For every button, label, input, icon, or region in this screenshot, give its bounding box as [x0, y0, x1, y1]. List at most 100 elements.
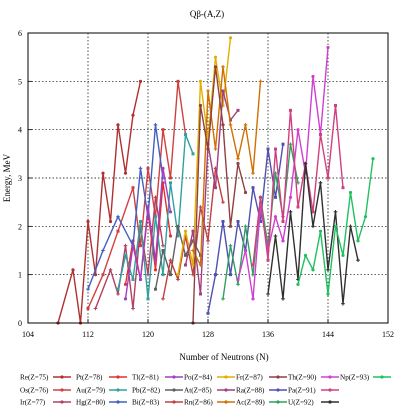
- data-point: [123, 171, 128, 175]
- data-point: [266, 258, 270, 262]
- data-point: [333, 210, 338, 214]
- data-point: [348, 224, 353, 229]
- data-point: [176, 273, 180, 277]
- data-point: [289, 108, 292, 112]
- data-point: [229, 273, 232, 277]
- data-point: [281, 239, 285, 243]
- data-point: [236, 282, 240, 287]
- series-Au(Z=79): [116, 133, 195, 301]
- legend-marker: [60, 375, 64, 379]
- data-point: [198, 103, 203, 108]
- legend-item: Os(Z=76): [20, 387, 71, 395]
- legend-label: Hg(Z=80): [76, 399, 106, 407]
- legend: Re(Z=75) Os(Z=76) Ir(Z=77) Pt(Z=78) Au(Z=79)…: [20, 374, 391, 407]
- series-line: [192, 66, 262, 266]
- data-point: [116, 287, 120, 291]
- legend-marker: [172, 400, 176, 404]
- x-tick-label: 112: [82, 330, 94, 339]
- data-point: [191, 152, 195, 156]
- data-point: [206, 147, 210, 151]
- data-point: [124, 253, 127, 257]
- data-point: [236, 156, 240, 161]
- legend-label: At(Z=85): [184, 387, 212, 395]
- legend-marker: [116, 388, 120, 392]
- data-point: [266, 292, 270, 296]
- data-point: [131, 244, 135, 248]
- y-tick-label: 0: [18, 319, 22, 328]
- data-point: [139, 220, 142, 223]
- data-point: [213, 147, 218, 151]
- data-point: [221, 65, 225, 69]
- data-point: [206, 89, 210, 93]
- data-point: [153, 268, 158, 272]
- legend-item: At(Z=85): [184, 387, 235, 395]
- x-tick-label: 128: [202, 330, 214, 339]
- data-point: [341, 253, 345, 257]
- data-point: [296, 128, 300, 132]
- series-line: [87, 124, 164, 290]
- data-point: [221, 123, 225, 127]
- data-point: [326, 45, 330, 50]
- data-point: [371, 157, 375, 161]
- data-point: [243, 248, 248, 253]
- data-point: [311, 210, 315, 214]
- legend-item: Th(Z=90): [288, 374, 339, 382]
- legend-item: Fr(Z=87): [236, 374, 287, 382]
- data-point: [93, 306, 98, 311]
- data-point: [214, 273, 217, 277]
- data-point: [236, 108, 240, 112]
- legend-label: Po(Z=84): [184, 374, 213, 382]
- data-point: [161, 166, 165, 170]
- data-point: [303, 161, 308, 166]
- data-point: [131, 278, 135, 281]
- data-point: [221, 89, 225, 93]
- data-point: [206, 239, 210, 243]
- y-tick-label: 2: [18, 222, 22, 231]
- legend-marker: [116, 375, 120, 379]
- data-point: [251, 297, 255, 301]
- series-Pa(Z=91): [251, 104, 345, 267]
- data-point: [169, 176, 172, 180]
- legend-marker: [276, 400, 280, 404]
- series-Re(Z=75): [56, 79, 143, 325]
- y-tick-label: 4: [18, 126, 22, 135]
- legend-item: Ra(Z=88): [236, 387, 287, 395]
- data-point: [228, 224, 233, 228]
- legend-marker: [60, 388, 64, 392]
- legend-item: Pt(Z=78): [76, 374, 127, 382]
- x-tick-label: 136: [262, 330, 274, 339]
- legend-marker: [276, 375, 280, 379]
- data-point: [356, 239, 360, 243]
- legend-label: U(Z=92): [288, 399, 314, 407]
- legend-item: Np(Z=93): [340, 374, 391, 382]
- data-point: [334, 104, 337, 107]
- data-point: [176, 234, 180, 238]
- data-point: [318, 181, 323, 185]
- data-point: [281, 297, 285, 301]
- data-point: [116, 229, 120, 233]
- data-point: [273, 215, 278, 219]
- data-point: [191, 229, 195, 233]
- legend-marker: [224, 388, 228, 392]
- data-point: [198, 205, 203, 209]
- data-point: [131, 306, 135, 311]
- data-point: [161, 243, 165, 248]
- legend-marker: [116, 400, 120, 404]
- data-point: [169, 273, 172, 277]
- data-point: [168, 258, 173, 262]
- data-point: [251, 186, 255, 190]
- legend-item: Hg(Z=80): [76, 399, 127, 407]
- grid: [28, 33, 388, 323]
- legend-marker: [328, 388, 332, 392]
- data-point: [243, 224, 248, 229]
- data-point: [274, 195, 277, 199]
- data-point: [146, 272, 150, 277]
- x-tick-label: 120: [142, 330, 154, 339]
- data-point: [184, 263, 187, 267]
- data-point: [221, 220, 225, 223]
- data-point: [296, 205, 300, 209]
- data-point: [86, 307, 90, 310]
- data-point: [176, 277, 180, 282]
- data-point: [311, 224, 315, 229]
